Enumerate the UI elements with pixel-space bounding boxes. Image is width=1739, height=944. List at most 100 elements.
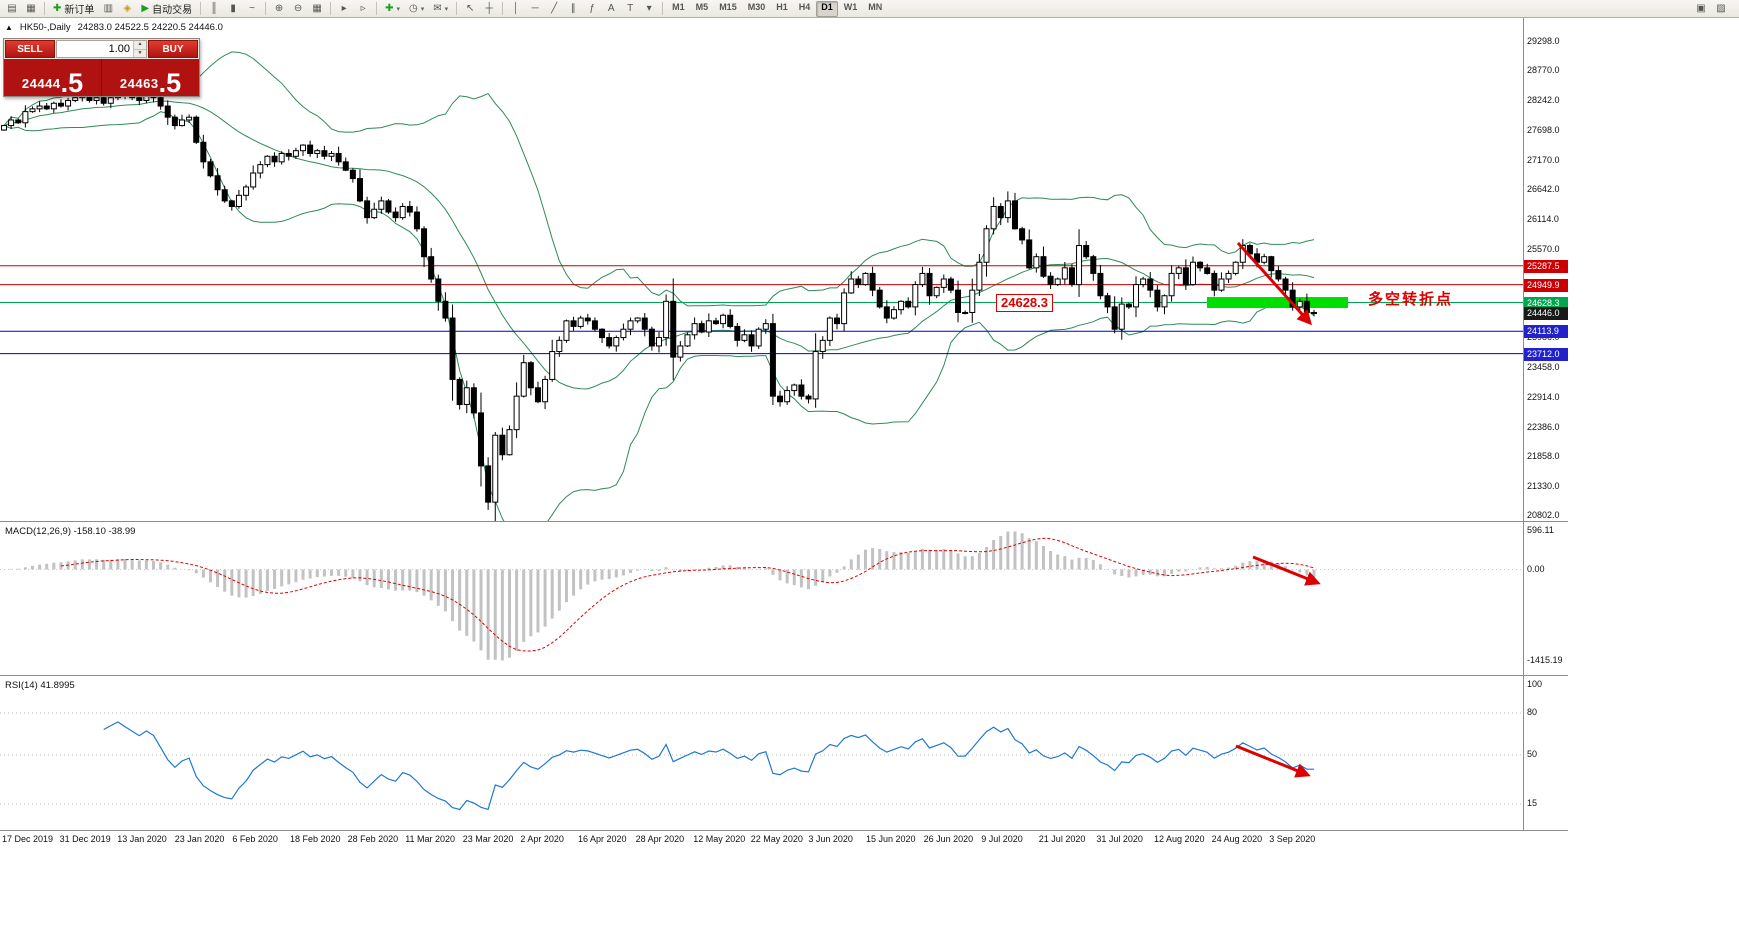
timeframe-button-m30[interactable]: M30 [747, 1, 766, 12]
charts-tile-icon-glyph: ▤ [7, 2, 17, 14]
macd-signal-line [60, 537, 1315, 652]
price-tag-24113.9[interactable]: 24113.9 [1524, 325, 1568, 339]
crosshair-icon[interactable]: ┼ [480, 1, 498, 17]
date-axis[interactable]: 17 Dec 2019 31 Dec 2019 13 Jan 2020 23 Jan … [0, 831, 1568, 847]
date-axis-label: 6 Feb 2020 [232, 834, 278, 844]
timeframe-button-h1[interactable]: H1 [776, 1, 788, 12]
profiles-icon[interactable]: ▦ [22, 1, 40, 17]
pane-separator[interactable] [0, 675, 1568, 676]
trend-arrow[interactable] [1235, 744, 1311, 778]
timeframe-button-h4[interactable]: H4 [798, 1, 811, 12]
buy-price[interactable]: 24463.5 [102, 59, 199, 99]
price-axis-label: 29298.0 [1527, 36, 1560, 46]
chart-shift-icon[interactable]: ▹ [354, 1, 372, 17]
turning-point-label[interactable]: 多空转折点 [1368, 292, 1454, 308]
add-indicator-icon[interactable]: ✚ ▾ [381, 1, 404, 17]
timeframe-button-d1[interactable]: D1 [816, 0, 838, 17]
price-tag-24446.0[interactable]: 24446.0 [1524, 306, 1568, 320]
line-chart-mode-icon[interactable]: ~ [243, 1, 261, 17]
cursor-icon[interactable]: ↖ [461, 1, 479, 17]
fibonacci-icon[interactable]: ƒ [583, 1, 601, 17]
auto-trading-button[interactable]: ▶ 自动交易 [137, 1, 196, 17]
price-tag-23712.0[interactable]: 23712.0 [1524, 347, 1568, 361]
fullscreen-icon[interactable]: ▨ [1716, 3, 1726, 14]
buy-price-big-digit: .5 [158, 68, 182, 99]
support-zone[interactable] [1207, 297, 1348, 309]
volume-stepper: ▲ ▼ [133, 41, 146, 57]
date-axis-label: 26 Jun 2020 [923, 834, 974, 844]
sell-price-big-digit: .5 [60, 68, 84, 99]
main-chart-pane[interactable] [0, 18, 1523, 521]
text-icon[interactable]: A [602, 1, 620, 17]
vertical-line-icon-glyph: │ [513, 2, 520, 14]
timeframe-button-mn[interactable]: MN [868, 1, 883, 12]
line-chart-mode-icon-glyph: ~ [249, 2, 256, 14]
price-tag-25287.5[interactable]: 25287.5 [1524, 259, 1568, 273]
date-axis-label: 16 Apr 2020 [578, 834, 627, 844]
pane-separator[interactable] [0, 830, 1568, 831]
buy-button[interactable]: BUY [148, 40, 198, 58]
channel-icon[interactable]: ∥ [564, 1, 582, 17]
trendline-icon-glyph: ╱ [551, 2, 558, 14]
sell-price[interactable]: 24444.5 [4, 59, 102, 99]
periods-icon[interactable]: ◷ ▾ [405, 1, 428, 17]
macd-pane[interactable] [0, 522, 1523, 675]
price-tag-24628.3[interactable]: 24628.3 [1524, 296, 1568, 310]
shapes-icon[interactable]: ▾ [640, 1, 658, 17]
auto-scroll-icon[interactable]: ▸ [335, 1, 353, 17]
timeframe-button-m5[interactable]: M5 [695, 1, 709, 12]
label-icon[interactable]: T [621, 1, 639, 17]
timeframe-button-m1[interactable]: M1 [672, 1, 685, 12]
date-axis-label: 17 Dec 2019 [2, 834, 54, 844]
sell-button[interactable]: SELL [5, 40, 55, 58]
crosshair-icon-glyph: ┼ [485, 2, 493, 14]
fibonacci-icon-glyph: ƒ [589, 2, 595, 14]
new-window-icon[interactable]: ▣ [1696, 3, 1706, 14]
charts-tile-icon[interactable]: ▤ [3, 1, 21, 17]
date-axis-label: 23 Mar 2020 [462, 834, 514, 844]
price-axis-label: 25570.0 [1527, 243, 1560, 254]
new-order-button-label: 新订单 [64, 5, 95, 16]
auto-scroll-icon-glyph: ▸ [341, 2, 347, 14]
bar-chart-mode-icon[interactable]: ║ [205, 1, 223, 17]
macd-axis-label: -1415.19 [1527, 655, 1563, 665]
tile-windows-icon-glyph: ▦ [312, 2, 322, 14]
toolbar-separator [502, 2, 504, 15]
tile-windows-icon[interactable]: ▦ [308, 1, 326, 17]
price-axis-label: 23458.0 [1527, 361, 1560, 372]
zoom-in-icon[interactable]: ⊕ [270, 1, 288, 17]
pane-separator[interactable] [0, 521, 1568, 522]
toolbar-separator [200, 2, 202, 15]
volume-up-button[interactable]: ▲ [134, 41, 146, 50]
price-flag-annotation[interactable]: 24628.3 [996, 294, 1053, 312]
price-axis[interactable]: 29298.0 28770.0 28242.0 27698.0 27170.0 26642… [1523, 18, 1568, 831]
sell-price-main: 24444 [21, 76, 61, 91]
price-axis-label: 26114.0 [1527, 213, 1559, 224]
price-tag-24949.9[interactable]: 24949.9 [1524, 278, 1568, 292]
horizontal-line-icon[interactable]: ─ [526, 1, 544, 17]
chart-window-icon[interactable]: ▥ [99, 1, 117, 17]
rsi-pane[interactable] [0, 676, 1523, 830]
templates-icon[interactable]: ✉ ▾ [429, 1, 452, 17]
navigator-icon[interactable]: ◈ [118, 1, 136, 17]
one-click-toggle-icon[interactable]: ▲ [5, 23, 13, 32]
vertical-line-icon[interactable]: │ [507, 1, 525, 17]
price-axis-label: 28242.0 [1527, 94, 1560, 105]
trend-arrow[interactable] [1236, 241, 1313, 326]
timeframe-button-w1[interactable]: W1 [843, 1, 858, 12]
price-axis-label: 20802.0 [1527, 510, 1560, 520]
timeframe-button-m15[interactable]: M15 [719, 1, 737, 12]
trend-arrow[interactable] [1252, 555, 1321, 586]
volume-input[interactable] [57, 41, 133, 57]
add-indicator-icon-glyph: ✚ [385, 2, 394, 14]
candlestick-mode-icon[interactable]: ▮ [224, 1, 242, 17]
date-axis-label: 28 Apr 2020 [635, 834, 685, 844]
templates-icon-glyph: ✉ [433, 2, 442, 14]
rsi-axis-label: 100 [1527, 679, 1543, 689]
trendline-icon[interactable]: ╱ [545, 1, 563, 17]
new-order-button[interactable]: ✚ 新订单 [49, 1, 98, 17]
toolbar-separator [330, 2, 332, 15]
volume-down-button[interactable]: ▼ [134, 49, 146, 57]
zoom-out-icon[interactable]: ⊖ [289, 1, 307, 17]
